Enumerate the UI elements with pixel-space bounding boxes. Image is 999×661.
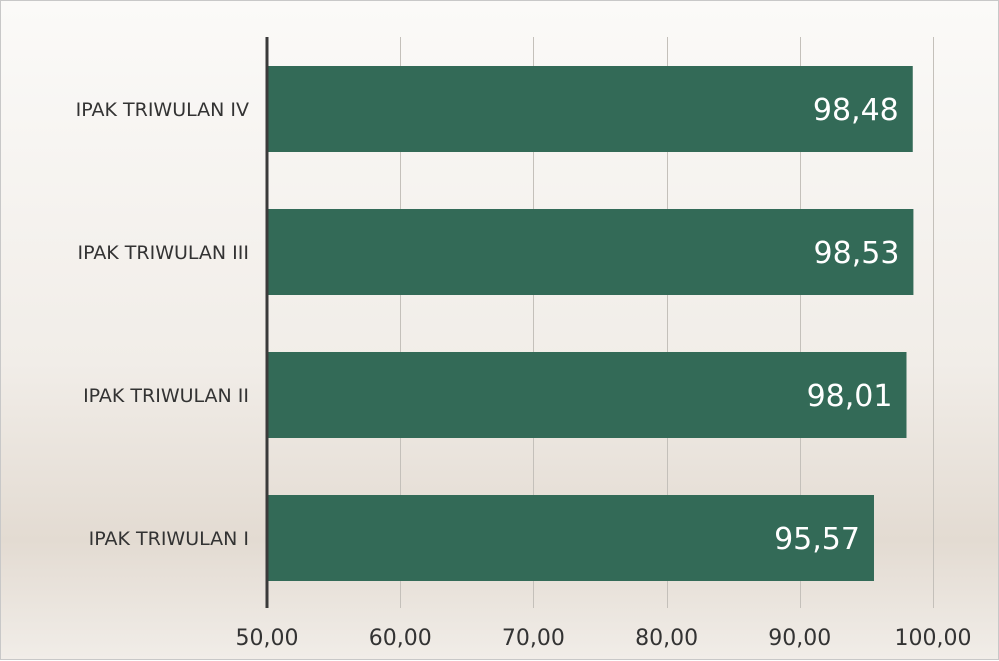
x-tick-label: 60,00 xyxy=(369,626,432,651)
bar-3 xyxy=(267,352,907,438)
x-tick-label: 100,00 xyxy=(895,626,972,651)
x-tick-label: 80,00 xyxy=(635,626,698,651)
bar-4 xyxy=(267,495,874,581)
bar-value-label: 98,01 xyxy=(807,379,893,414)
category-label: IPAK TRIWULAN IV xyxy=(76,99,249,121)
bar-value-label: 95,57 xyxy=(774,522,860,557)
bar-2 xyxy=(267,209,914,295)
bar-value-label: 98,48 xyxy=(813,93,899,128)
x-tick-label: 50,00 xyxy=(236,626,299,651)
category-label: IPAK TRIWULAN III xyxy=(77,242,249,264)
bar-value-label: 98,53 xyxy=(814,236,900,271)
category-label: IPAK TRIWULAN II xyxy=(83,385,249,407)
bar-1 xyxy=(267,66,913,152)
x-tick-label: 70,00 xyxy=(502,626,565,651)
x-tick-label: 90,00 xyxy=(768,626,831,651)
category-label: IPAK TRIWULAN I xyxy=(89,528,249,550)
